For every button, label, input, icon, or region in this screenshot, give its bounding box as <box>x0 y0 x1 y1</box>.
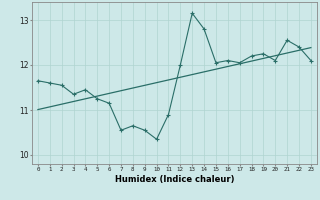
X-axis label: Humidex (Indice chaleur): Humidex (Indice chaleur) <box>115 175 234 184</box>
